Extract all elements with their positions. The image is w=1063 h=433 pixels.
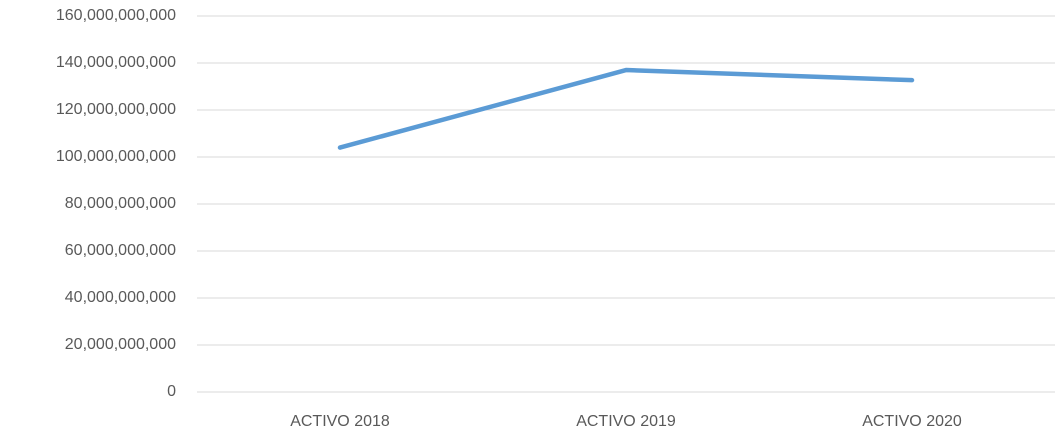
y-tick-label: 20,000,000,000 — [65, 336, 176, 353]
x-tick-label: ACTIVO 2020 — [862, 413, 962, 430]
data-line — [337, 67, 915, 150]
x-tick-label: ACTIVO 2019 — [576, 413, 676, 430]
y-tick-label: 60,000,000,000 — [65, 242, 176, 259]
y-tick-label: 40,000,000,000 — [65, 289, 176, 306]
y-tick-label: 140,000,000,000 — [56, 54, 176, 71]
y-tick-label: 100,000,000,000 — [56, 148, 176, 165]
y-tick-label: 0 — [167, 383, 176, 400]
y-tick-label: 120,000,000,000 — [56, 101, 176, 118]
x-tick-label: ACTIVO 2018 — [290, 413, 390, 430]
y-tick-label: 160,000,000,000 — [56, 7, 176, 24]
y-tick-label: 80,000,000,000 — [65, 195, 176, 212]
